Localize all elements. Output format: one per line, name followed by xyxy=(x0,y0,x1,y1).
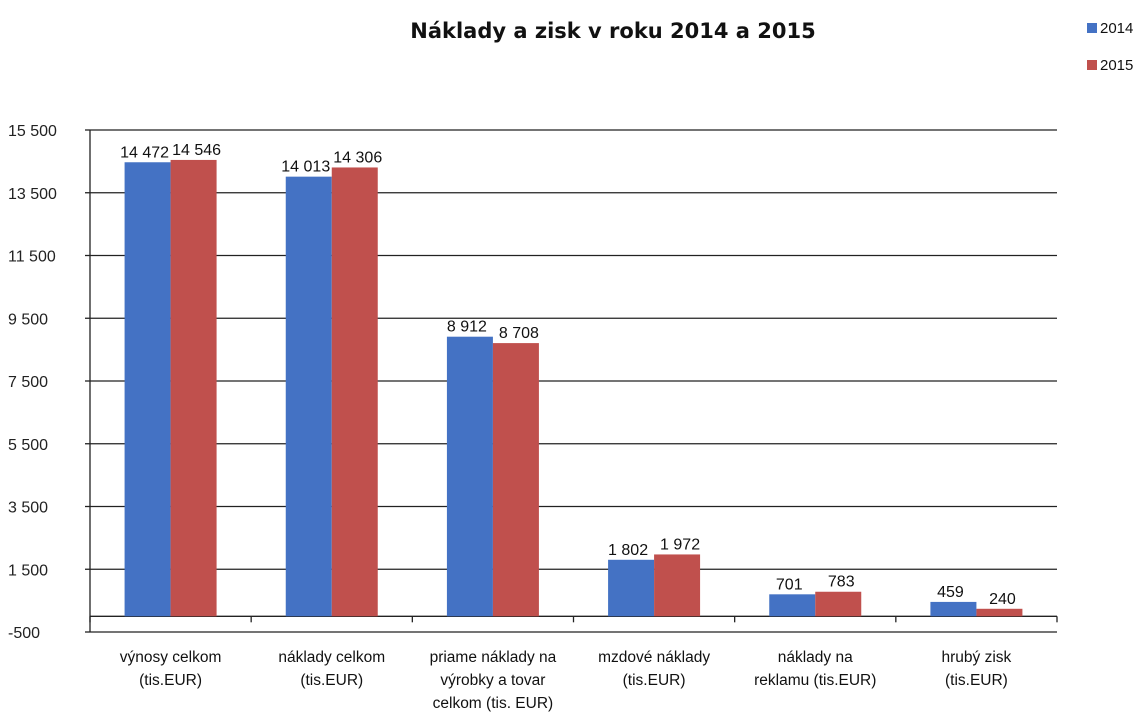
chart-title: Náklady a zisk v roku 2014 a 2015 xyxy=(410,19,816,43)
bar-2014 xyxy=(608,559,655,617)
data-label: 8 708 xyxy=(499,325,539,342)
data-label: 783 xyxy=(828,574,855,591)
category-label: výnosy celkom xyxy=(120,649,222,666)
category-label: (tis.EUR) xyxy=(945,672,1008,689)
bar-2014 xyxy=(124,162,171,617)
category-label: náklady celkom xyxy=(278,649,385,666)
bar-2014 xyxy=(930,601,977,617)
y-tick-label: 9 500 xyxy=(8,311,48,328)
category-label: (tis.EUR) xyxy=(300,672,363,689)
bar-2015 xyxy=(331,167,378,617)
y-tick-label: 11 500 xyxy=(8,249,56,266)
bar-2015 xyxy=(492,343,539,617)
legend-label: 2015 xyxy=(1100,57,1133,74)
labels-layer: 14 472 14 546 výnosy celkom (tis.EUR) 14 013… xyxy=(120,142,1016,712)
data-label: 14 013 xyxy=(281,159,330,176)
data-label: 459 xyxy=(937,584,964,601)
bar-2015 xyxy=(815,591,862,617)
data-label: 14 546 xyxy=(172,142,221,159)
data-label: 14 306 xyxy=(333,149,382,166)
bar-2014 xyxy=(285,176,332,617)
category-label: reklamu (tis.EUR) xyxy=(754,672,876,689)
grid-layer: -500 1 500 3 500 5 500 7 500 9 500 11 500 13 50… xyxy=(8,123,1058,642)
category-label: výrobky a tovar xyxy=(440,672,545,689)
bar-2014 xyxy=(446,336,493,617)
data-label: 1 802 xyxy=(608,542,648,559)
category-label: mzdové náklady xyxy=(598,649,710,666)
legend-label: 2014 xyxy=(1100,20,1133,37)
bar-2015 xyxy=(654,554,701,617)
category-label: hrubý zisk xyxy=(942,649,1012,666)
bar-2015 xyxy=(170,159,217,617)
y-tick-label: 1 500 xyxy=(8,562,48,579)
data-label: 240 xyxy=(989,591,1016,608)
legend-swatch-2015 xyxy=(1087,60,1097,70)
bar-2015 xyxy=(976,608,1023,617)
bars-layer xyxy=(124,159,1023,617)
data-label: 701 xyxy=(776,576,803,593)
y-tick-label: 15 500 xyxy=(8,123,57,140)
y-tick-label: 5 500 xyxy=(8,437,48,454)
category-label: priame náklady na xyxy=(430,649,557,666)
category-label: (tis.EUR) xyxy=(623,672,686,689)
category-label: (tis.EUR) xyxy=(139,672,202,689)
y-tick-label: 7 500 xyxy=(8,374,48,391)
y-tick-label: 13 500 xyxy=(8,186,57,203)
legend: 2014 2015 xyxy=(1087,20,1133,74)
y-tick-label: -500 xyxy=(8,625,40,642)
legend-swatch-2014 xyxy=(1087,23,1097,33)
data-label: 14 472 xyxy=(120,144,169,161)
category-label: celkom (tis. EUR) xyxy=(433,695,554,712)
data-label: 1 972 xyxy=(660,536,700,553)
bar-2014 xyxy=(769,594,816,617)
category-label: náklady na xyxy=(778,649,853,666)
y-tick-label: 3 500 xyxy=(8,500,48,517)
data-label: 8 912 xyxy=(447,319,487,336)
